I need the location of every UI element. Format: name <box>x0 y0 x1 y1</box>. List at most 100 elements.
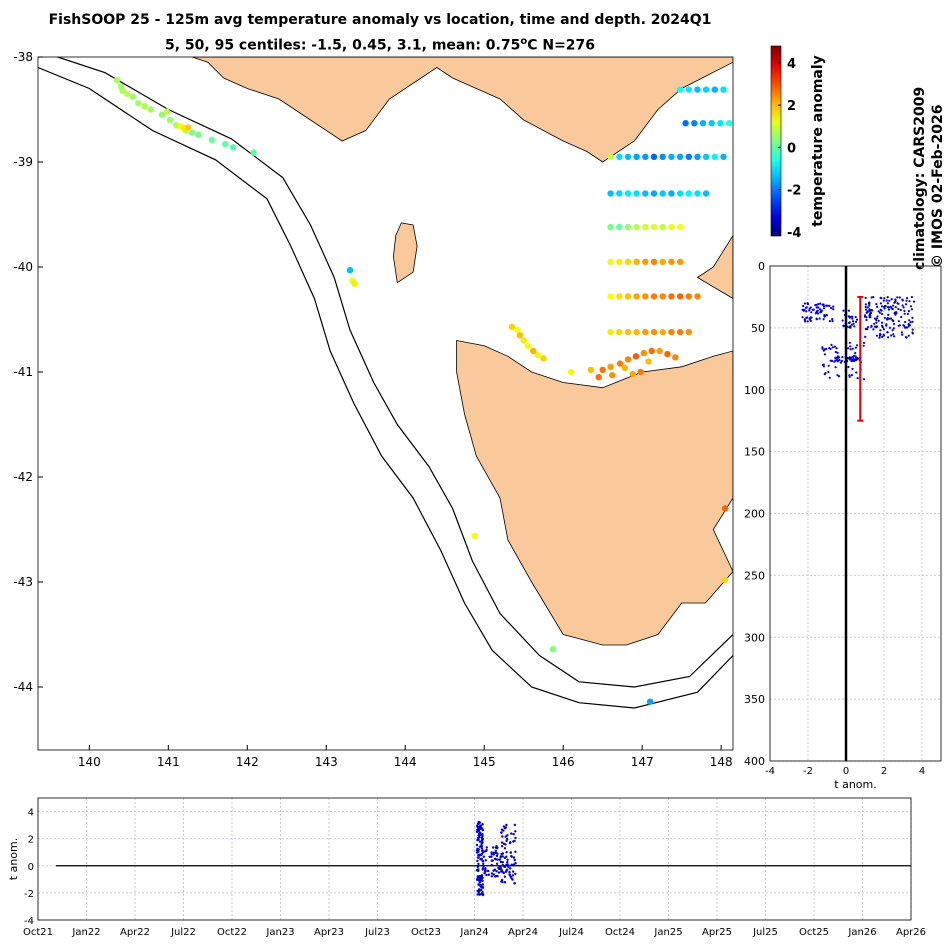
map-observation-point <box>195 131 202 138</box>
map-grid-point <box>702 190 710 197</box>
time-series-point <box>490 875 494 878</box>
depth-point <box>831 318 834 321</box>
time-series-point <box>501 880 504 884</box>
time-x-tick-label: Jan25 <box>653 927 682 938</box>
map-observation-point <box>514 326 521 334</box>
depth-y-tick-label: 150 <box>744 446 765 459</box>
depth-point <box>909 321 912 324</box>
time-series-point <box>478 845 482 848</box>
figure-title-line1: FishSOOP 25 - 125m avg temperature anoma… <box>48 12 712 28</box>
depth-point <box>831 346 834 349</box>
map-observation-point <box>721 505 729 512</box>
map-observation-point <box>645 358 652 365</box>
depth-point <box>879 333 882 336</box>
time-series-point <box>500 845 504 848</box>
depth-point <box>862 344 865 347</box>
depth-point <box>822 365 825 368</box>
depth-point <box>848 341 852 344</box>
time-series-point <box>506 863 509 866</box>
map-observation-point <box>721 576 729 584</box>
time-x-tick-label: Jan22 <box>71 927 100 938</box>
time-series-point <box>509 875 512 878</box>
depth-point <box>805 310 808 313</box>
time-series-point <box>500 828 504 831</box>
time-series-point <box>510 863 513 866</box>
map-grid-point <box>676 223 684 231</box>
map-observation-point <box>163 108 170 115</box>
depth-frame <box>769 265 942 762</box>
time-series-point <box>492 846 495 849</box>
time-series-point <box>476 889 479 893</box>
time-series-point <box>494 874 498 878</box>
depth-point <box>891 329 894 332</box>
map-grid-point <box>668 190 675 197</box>
time-series-point <box>476 856 480 859</box>
depth-point <box>892 333 895 336</box>
time-series-point <box>509 867 512 870</box>
depth-point <box>837 375 841 378</box>
map-observation-point <box>549 646 557 653</box>
time-series-point <box>485 848 488 852</box>
depth-point <box>879 308 882 311</box>
depth-point <box>851 347 854 350</box>
map-observation-point <box>640 349 647 357</box>
map-observation-point <box>599 366 606 374</box>
time-series-point <box>503 875 507 878</box>
depth-point <box>887 336 890 339</box>
map-grid-point <box>659 223 666 231</box>
depth-point <box>823 353 827 356</box>
map-grid-point <box>699 120 707 127</box>
depth-point <box>806 320 809 323</box>
depth-point <box>851 315 854 318</box>
depth-point <box>877 310 880 313</box>
map-grid-point <box>720 153 727 160</box>
time-series-point <box>501 861 504 864</box>
depth-point <box>902 324 905 327</box>
depth-point <box>865 318 868 322</box>
depth-y-tick-label: 350 <box>744 693 765 706</box>
contour-shelf-outer <box>38 66 733 709</box>
depth-point <box>903 312 906 315</box>
time-series-point <box>480 845 483 848</box>
map-observation-point <box>188 129 196 136</box>
time-series-point <box>503 847 507 850</box>
depth-point <box>856 344 859 347</box>
map-observation-point <box>637 368 644 376</box>
time-series-point <box>477 879 480 882</box>
depth-point <box>829 359 832 362</box>
map-grid-point <box>624 258 632 265</box>
map-grid-point <box>650 293 658 300</box>
time-x-tick-label: Jul23 <box>364 927 390 938</box>
time-series-point <box>481 823 484 826</box>
time-y-tick-label: 0 <box>28 862 34 873</box>
time-series-point <box>511 870 515 873</box>
map-grid-point <box>743 120 749 126</box>
depth-point <box>898 296 901 299</box>
flinders-region-land <box>696 234 733 299</box>
depth-y-tick-label: 250 <box>744 569 765 582</box>
time-series-point <box>509 841 512 844</box>
time-series-point <box>512 833 515 836</box>
map-grid-point <box>682 120 689 127</box>
map-grid-point <box>616 223 623 231</box>
depth-point <box>822 318 825 321</box>
time-series-point <box>481 883 485 886</box>
time-series-point <box>506 837 509 841</box>
map-observation-point <box>567 368 575 376</box>
time-series-point <box>479 876 483 880</box>
depth-point <box>821 303 824 306</box>
map-observation-point <box>607 363 614 370</box>
depth-point <box>828 320 832 323</box>
map-grid-point <box>650 223 658 231</box>
time-series-point <box>506 861 509 864</box>
map-observation-point <box>471 532 478 539</box>
map-grid-point <box>650 258 658 265</box>
title-unit-tail: C N=276 <box>527 37 596 54</box>
depth-point <box>850 323 854 326</box>
depth-point <box>868 316 871 319</box>
depth-point <box>816 309 819 312</box>
time-series-point <box>500 878 504 882</box>
time-series-point <box>480 886 483 889</box>
map-y-tick-label: -41 <box>13 365 33 379</box>
time-series-point <box>498 858 501 861</box>
